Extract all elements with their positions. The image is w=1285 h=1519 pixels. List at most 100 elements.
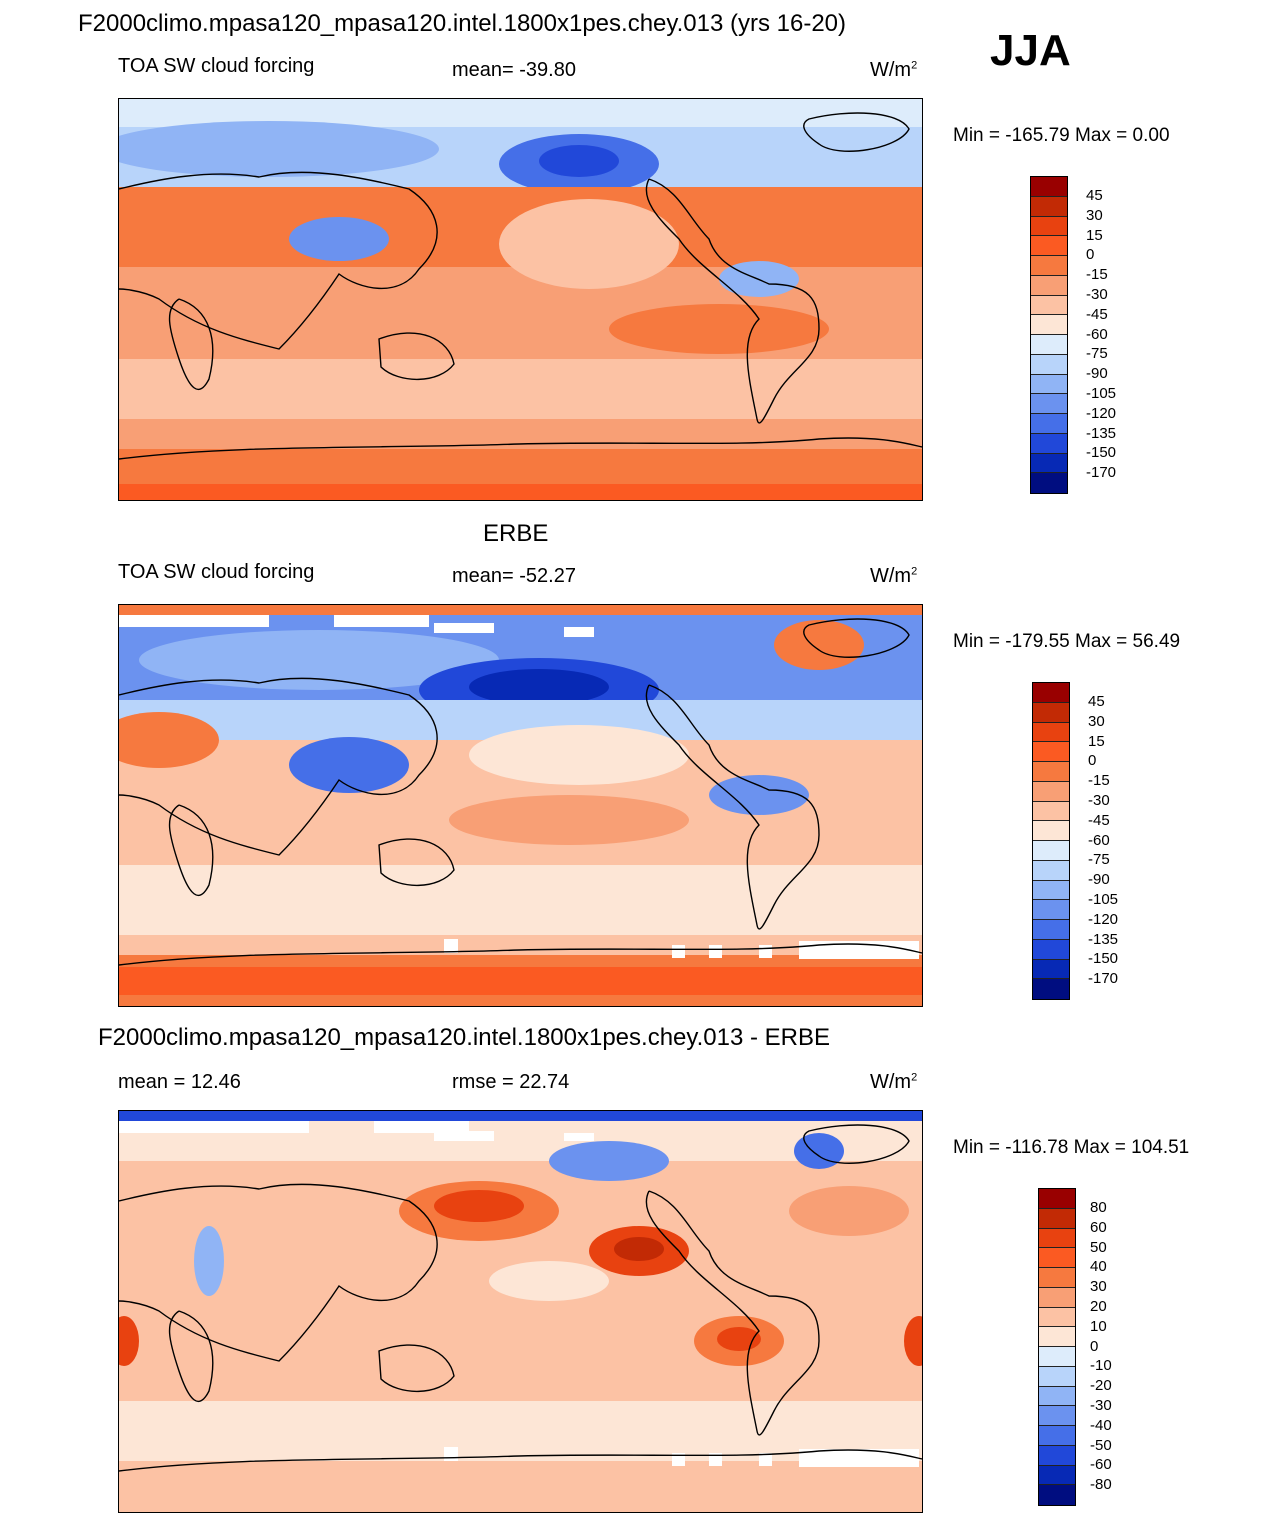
colorbar-swatch	[1039, 1465, 1075, 1486]
panel-3-rmse-label: rmse = 22.74	[452, 1071, 570, 1093]
colorbar-tick-label: 80	[1090, 1199, 1107, 1216]
colorbar-swatch	[1039, 1208, 1075, 1229]
colorbar-swatch	[1039, 1366, 1075, 1387]
colorbar-swatch	[1033, 939, 1069, 960]
colorbar-swatch	[1031, 354, 1067, 375]
colorbar-tick-label: -120	[1086, 404, 1117, 422]
panel-2-colorbar-labels: 45 30 15 0 -15 -30 -45 -60 -75 -90 -105 -120 -135 -15…	[1088, 692, 1118, 989]
panel-3-mean-label: mean = 12.46	[118, 1071, 241, 1093]
colorbar-tick-label: 45	[1086, 187, 1103, 204]
main-title: F2000climo.mpasa120_mpasa120.intel.1800x…	[78, 10, 847, 37]
colorbar-tick-label: -135	[1086, 424, 1117, 442]
panel-2-colorbar	[1032, 682, 1070, 1000]
colorbar-swatch	[1039, 1268, 1075, 1288]
colorbar-tick-label: -50	[1090, 1436, 1112, 1454]
colorbar-swatch	[1031, 236, 1067, 256]
panel-2-mean-label: mean= -52.27	[452, 565, 576, 587]
colorbar-tick-label: -60	[1086, 325, 1108, 343]
colorbar-swatch	[1033, 821, 1069, 841]
colorbar-tick-label: -150	[1088, 950, 1119, 968]
colorbar-tick-label: -30	[1086, 285, 1108, 303]
panel-2-map-field	[119, 605, 922, 1006]
panel-1-mean-label: mean= -39.80	[452, 59, 576, 81]
panel-1-variable-label: TOA SW cloud forcing	[118, 55, 315, 77]
colorbar-swatch	[1031, 414, 1067, 434]
colorbar-tick-label: -30	[1090, 1396, 1112, 1414]
colorbar-swatch	[1039, 1485, 1075, 1505]
colorbar-tick-label: 50	[1090, 1238, 1107, 1256]
panel-1-units: W/m2	[870, 59, 918, 81]
colorbar-swatch	[1031, 394, 1067, 414]
colorbar-tick-label: -105	[1086, 384, 1117, 402]
colorbar-swatch	[1031, 295, 1067, 316]
colorbar-swatch	[1039, 1287, 1075, 1308]
colorbar-tick-label: -75	[1086, 345, 1108, 363]
panel-3-map	[118, 1110, 923, 1513]
panel-3-colorbar-labels: 80 60 50 40 30 20 10 0 -10 -20 -30 -40 -50 -60 -80	[1090, 1198, 1112, 1495]
panel-3-minmax: Min = -116.78 Max = 104.51	[953, 1137, 1190, 1158]
colorbar-swatch	[1039, 1406, 1075, 1426]
colorbar-swatch	[1033, 841, 1069, 861]
panel-2-variable-label: TOA SW cloud forcing	[118, 561, 315, 583]
colorbar-tick-label: 40	[1090, 1258, 1107, 1276]
colorbar-swatch	[1031, 374, 1067, 395]
panel-2-title: ERBE	[483, 520, 549, 547]
colorbar-swatch	[1039, 1347, 1075, 1367]
colorbar-tick-label: -60	[1090, 1456, 1112, 1474]
colorbar-tick-label: -45	[1086, 305, 1108, 323]
colorbar-swatch	[1031, 177, 1067, 197]
colorbar-swatch	[1031, 335, 1067, 355]
colorbar-swatch	[1031, 275, 1067, 296]
colorbar-tick-label: -75	[1088, 851, 1110, 869]
colorbar-tick-label: 0	[1090, 1337, 1099, 1355]
colorbar-tick-label: -120	[1088, 910, 1119, 928]
panel-2-map	[118, 604, 923, 1007]
colorbar-tick-label: -170	[1088, 970, 1119, 988]
colorbar-tick-label: -60	[1088, 831, 1110, 849]
colorbar-tick-label: 10	[1090, 1317, 1107, 1335]
colorbar-tick-label: -20	[1090, 1377, 1112, 1395]
panel-1-map-field	[119, 99, 922, 500]
colorbar-swatch	[1031, 473, 1067, 493]
colorbar-swatch	[1033, 900, 1069, 920]
colorbar-swatch	[1033, 801, 1069, 822]
colorbar-tick-label: -105	[1088, 890, 1119, 908]
panel-1-map	[118, 98, 923, 501]
panel-1-minmax: Min = -165.79 Max = 0.00	[953, 125, 1170, 146]
colorbar-swatch	[1033, 781, 1069, 802]
colorbar-tick-label: 45	[1088, 693, 1105, 710]
colorbar-swatch	[1033, 702, 1069, 723]
colorbar-tick-label: -30	[1088, 791, 1110, 809]
colorbar-swatch	[1033, 860, 1069, 881]
colorbar-tick-label: -90	[1086, 365, 1108, 383]
panel-2-units: W/m2	[870, 565, 918, 587]
panel-3-colorbar	[1038, 1188, 1076, 1506]
colorbar-swatch	[1033, 920, 1069, 940]
colorbar-tick-label: -15	[1088, 772, 1110, 790]
panel-1-colorbar-labels: 45 30 15 0 -15 -30 -45 -60 -75 -90 -105 -120 -135 -15…	[1086, 186, 1116, 483]
colorbar-tick-label: 15	[1088, 732, 1105, 750]
colorbar-tick-label: -40	[1090, 1416, 1112, 1434]
colorbar-swatch	[1031, 196, 1067, 217]
colorbar-swatch	[1033, 979, 1069, 999]
colorbar-swatch	[1033, 722, 1069, 743]
colorbar-tick-label: -80	[1090, 1476, 1112, 1494]
colorbar-swatch	[1031, 453, 1067, 474]
colorbar-tick-label: -170	[1086, 464, 1117, 482]
colorbar-swatch	[1031, 256, 1067, 276]
colorbar-swatch	[1039, 1189, 1075, 1209]
colorbar-tick-label: 20	[1090, 1297, 1107, 1315]
colorbar-tick-label: 30	[1090, 1278, 1107, 1296]
colorbar-swatch	[1039, 1445, 1075, 1466]
panel-3-map-field	[119, 1111, 922, 1512]
colorbar-tick-label: 30	[1086, 206, 1103, 224]
season-label: JJA	[990, 26, 1071, 75]
colorbar-swatch	[1031, 433, 1067, 454]
colorbar-swatch	[1039, 1228, 1075, 1249]
colorbar-swatch	[1031, 216, 1067, 237]
panel-2-minmax: Min = -179.55 Max = 56.49	[953, 631, 1181, 652]
colorbar-swatch	[1031, 315, 1067, 335]
colorbar-tick-label: 0	[1086, 246, 1095, 264]
colorbar-tick-label: 0	[1088, 752, 1097, 770]
colorbar-swatch	[1033, 959, 1069, 980]
